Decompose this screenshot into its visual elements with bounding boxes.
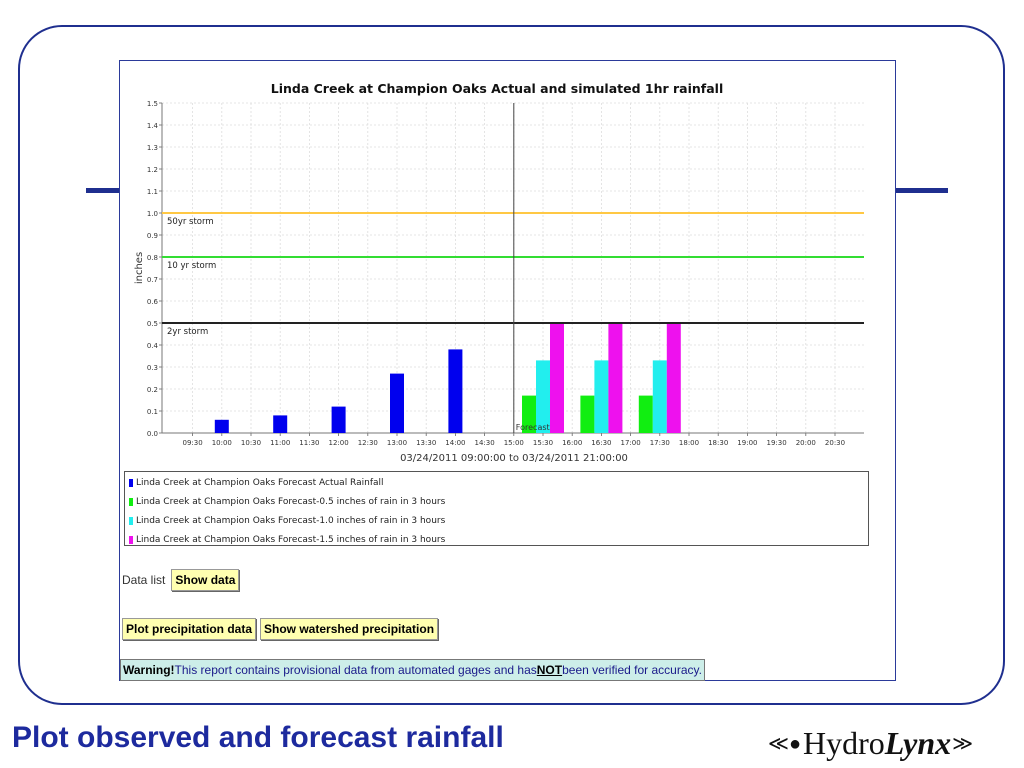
bar-actual-rainfall (273, 415, 288, 433)
logo-tail-icon: ≫ (952, 732, 974, 755)
legend-swatch (129, 478, 133, 487)
bar-forecast-1-5in (666, 323, 681, 433)
bar-actual-rainfall (331, 406, 346, 433)
x-tick-label: 17:00 (621, 439, 641, 447)
y-tick-label: 1.3 (147, 144, 158, 152)
decorative-rule-left (86, 188, 120, 193)
threshold-label: 10 yr storm (167, 261, 216, 271)
x-tick-label: 19:30 (767, 439, 787, 447)
legend-label: Linda Creek at Champion Oaks Forecast-1.… (136, 534, 446, 545)
show-watershed-precipitation-button[interactable]: Show watershed precipitation (260, 618, 439, 640)
bar-forecast-1-0in (536, 360, 550, 433)
bar-forecast-1-5in (550, 323, 564, 433)
y-tick-label: 0.8 (147, 254, 158, 262)
bar-actual-rainfall (448, 349, 463, 433)
x-tick-label: 18:30 (708, 439, 728, 447)
x-tick-label: 20:00 (796, 439, 816, 447)
y-tick-label: 0.4 (147, 342, 159, 350)
show-data-button[interactable]: Show data (171, 569, 240, 591)
data-list-row: Data list Show data (122, 569, 240, 591)
logo-text-prefix: Hydro (803, 724, 885, 761)
x-tick-label: 17:30 (650, 439, 670, 447)
y-tick-label: 1.5 (147, 100, 158, 108)
legend-entry-forecast-10: Linda Creek at Champion Oaks Forecast-1.… (125, 511, 868, 530)
threshold-label: 50yr storm (167, 217, 214, 227)
warning-prefix: Warning! (123, 663, 175, 677)
bar-forecast-0-5in (580, 395, 595, 433)
bar-forecast-1-5in (608, 323, 623, 433)
x-tick-label: 11:30 (299, 439, 319, 447)
x-tick-label: 13:30 (416, 439, 436, 447)
legend-entry-forecast-15: Linda Creek at Champion Oaks Forecast-1.… (125, 530, 868, 549)
x-tick-label: 16:30 (591, 439, 611, 447)
x-tick-label: 14:30 (475, 439, 495, 447)
y-tick-label: 0.9 (147, 232, 158, 240)
bar-forecast-1-0in (652, 360, 667, 433)
x-tick-label: 19:00 (737, 439, 757, 447)
plot-precipitation-button[interactable]: Plot precipitation data (122, 618, 257, 640)
decorative-rule-right (896, 188, 948, 193)
y-tick-label: 0.6 (147, 298, 159, 306)
x-tick-label: 14:00 (445, 439, 465, 447)
y-tick-label: 0.5 (147, 320, 158, 328)
bar-forecast-0-5in (522, 395, 536, 433)
bar-actual-rainfall (214, 419, 229, 433)
chart-legend: Linda Creek at Champion Oaks Forecast Ac… (124, 471, 869, 546)
x-tick-label: 16:00 (562, 439, 582, 447)
y-tick-label: 0.1 (147, 408, 158, 416)
x-tick-label: 11:00 (270, 439, 290, 447)
legend-swatch (129, 497, 133, 506)
slide-title: Plot observed and forecast rainfall (12, 721, 504, 754)
hydrolynx-logo: ≪● Hydro Lynx ≫ (768, 722, 973, 764)
logo-text-suffix: Lynx (884, 724, 952, 761)
warning-banner: Warning! This report contains provisiona… (120, 659, 705, 681)
warning-emphasis: NOT (536, 663, 563, 677)
y-tick-label: 0.7 (147, 276, 158, 284)
y-tick-label: 1.0 (147, 210, 158, 218)
water-drop-swoosh-icon: ≪● (768, 732, 802, 755)
plot-area (162, 103, 864, 433)
x-tick-label: 12:30 (358, 439, 378, 447)
y-tick-label: 0.0 (147, 430, 158, 438)
x-tick-label: 15:00 (504, 439, 524, 447)
warning-text-after: been verified for accuracy. (562, 663, 702, 677)
x-tick-label: 12:00 (329, 439, 349, 447)
x-tick-label: 15:30 (533, 439, 553, 447)
chart-ylabel: inches (134, 252, 145, 284)
threshold-label: 2yr storm (167, 327, 208, 337)
x-tick-label: 20:30 (825, 439, 845, 447)
x-tick-label: 10:00 (212, 439, 232, 447)
y-tick-label: 1.2 (147, 166, 158, 174)
legend-label: Linda Creek at Champion Oaks Forecast-1.… (136, 515, 446, 526)
y-tick-label: 1.4 (147, 122, 159, 130)
bar-actual-rainfall (390, 373, 404, 433)
legend-swatch (129, 516, 133, 525)
y-tick-label: 0.3 (147, 364, 158, 372)
forecast-marker-label: Forecast (516, 423, 550, 432)
legend-swatch (129, 535, 133, 544)
x-tick-label: 09:30 (183, 439, 203, 447)
y-tick-label: 0.2 (147, 386, 158, 394)
legend-entry-forecast-05: Linda Creek at Champion Oaks Forecast-0.… (125, 492, 868, 511)
y-tick-label: 1.1 (147, 188, 158, 196)
x-tick-label: 10:30 (241, 439, 261, 447)
bar-forecast-0-5in (638, 395, 653, 433)
chart-xlabel: 03/24/2011 09:00:00 to 03/24/2011 21:00:… (400, 453, 628, 464)
data-list-label: Data list (122, 573, 166, 587)
x-tick-label: 18:00 (679, 439, 699, 447)
warning-text-before: This report contains provisional data fr… (174, 663, 537, 677)
x-tick-label: 13:00 (387, 439, 407, 447)
precipitation-button-row: Plot precipitation data Show watershed p… (122, 618, 439, 640)
slide-frame (18, 25, 1005, 705)
chart-title: Linda Creek at Champion Oaks Actual and … (271, 81, 724, 96)
legend-entry-actual: Linda Creek at Champion Oaks Forecast Ac… (125, 473, 868, 492)
legend-label: Linda Creek at Champion Oaks Forecast Ac… (136, 477, 384, 488)
legend-label: Linda Creek at Champion Oaks Forecast-0.… (136, 496, 446, 507)
bar-forecast-1-0in (594, 360, 609, 433)
